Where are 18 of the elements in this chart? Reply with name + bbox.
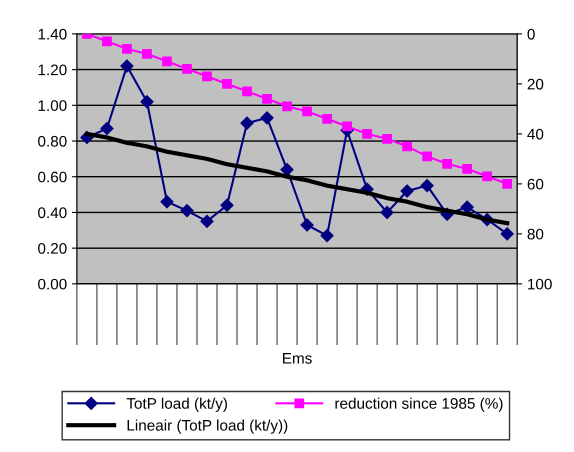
y-tick-label: 0.80 — [38, 136, 67, 147]
legend-label: Lineair (TotP load (kt/y)) — [128, 419, 288, 434]
legend-label: TotP load (kt/y) — [126, 398, 227, 412]
legend-label: reduction since 1985 (%) — [335, 398, 502, 412]
x-axis-title: Ems — [283, 353, 312, 364]
y-tick-label: 0.00 — [38, 278, 67, 290]
y2-tick-label: 80 — [528, 228, 544, 240]
y2-tick-label: 40 — [527, 128, 544, 140]
y-tick-label: 1.20 — [38, 64, 67, 76]
y-tick-label: 1.00 — [38, 100, 67, 111]
y-tick-label: 0.40 — [38, 207, 67, 218]
y-tick-label: 0.60 — [38, 172, 67, 182]
y2-tick-label: 20 — [528, 78, 544, 90]
y2-tick-label: 100 — [528, 278, 552, 290]
y2-tick-label: 0 — [527, 28, 535, 40]
y-tick-label: 0.20 — [38, 243, 67, 254]
y-tick-label: 1.40 — [38, 28, 67, 40]
y2-tick-label: 60 — [528, 178, 544, 190]
